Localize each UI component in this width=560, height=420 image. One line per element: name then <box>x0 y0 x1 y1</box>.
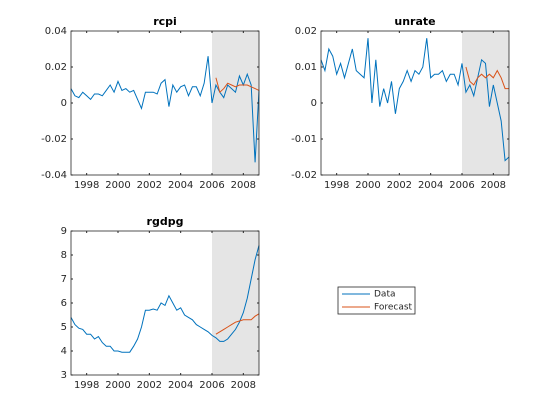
y-tick-label: 3 <box>61 370 67 381</box>
x-tick-label: 2006 <box>449 180 474 191</box>
x-tick-label: 1998 <box>74 180 99 191</box>
series-line <box>215 313 260 335</box>
series-line <box>465 66 509 90</box>
x-tick-label: 2000 <box>105 380 130 391</box>
chart-title: unrate <box>394 15 435 28</box>
y-tick-label: 6 <box>61 298 67 309</box>
y-tick-label: 0.04 <box>45 26 67 37</box>
x-tick-label: 2006 <box>199 180 224 191</box>
series-line <box>70 245 260 353</box>
legend-box <box>337 286 416 315</box>
legend-label: Forecast <box>374 303 413 313</box>
forecast-shade <box>212 31 259 175</box>
series-line <box>215 77 260 94</box>
forecast-shade <box>462 31 509 175</box>
y-tick-label: 0.01 <box>295 62 317 73</box>
x-tick-label: 1998 <box>74 380 99 391</box>
y-tick-label: 7 <box>61 274 67 285</box>
y-tick-label: 0.02 <box>45 62 67 73</box>
y-tick-label: -0.01 <box>291 134 317 145</box>
x-tick-label: 2002 <box>137 380 162 391</box>
x-tick-label: 2008 <box>231 380 256 391</box>
y-tick-label: -0.04 <box>41 170 67 181</box>
y-tick-label: 0 <box>61 98 67 109</box>
y-tick-label: 9 <box>61 226 67 237</box>
x-tick-label: 2002 <box>137 180 162 191</box>
legend-label: Data <box>374 290 396 300</box>
x-tick-label: 2000 <box>105 180 130 191</box>
forecast-shade <box>212 231 259 375</box>
x-tick-label: 2006 <box>199 380 224 391</box>
x-tick-label: 2004 <box>168 180 193 191</box>
x-tick-label: 2002 <box>387 180 412 191</box>
y-tick-label: -0.02 <box>41 134 67 145</box>
series-line <box>70 56 260 163</box>
x-tick-label: 2008 <box>481 180 506 191</box>
y-tick-label: -0.02 <box>291 170 317 181</box>
chart-title: rgdpg <box>147 215 184 228</box>
y-tick-label: 0.02 <box>295 26 317 37</box>
x-tick-label: 2000 <box>355 180 380 191</box>
x-tick-label: 1998 <box>324 180 349 191</box>
y-tick-label: 5 <box>61 322 67 333</box>
y-tick-label: 4 <box>61 346 67 357</box>
x-tick-label: 2004 <box>418 180 443 191</box>
x-tick-label: 2008 <box>231 180 256 191</box>
y-tick-label: 8 <box>61 250 67 261</box>
chart-title: rcpi <box>153 15 177 28</box>
y-tick-label: 0 <box>311 98 317 109</box>
x-tick-label: 2004 <box>168 380 193 391</box>
